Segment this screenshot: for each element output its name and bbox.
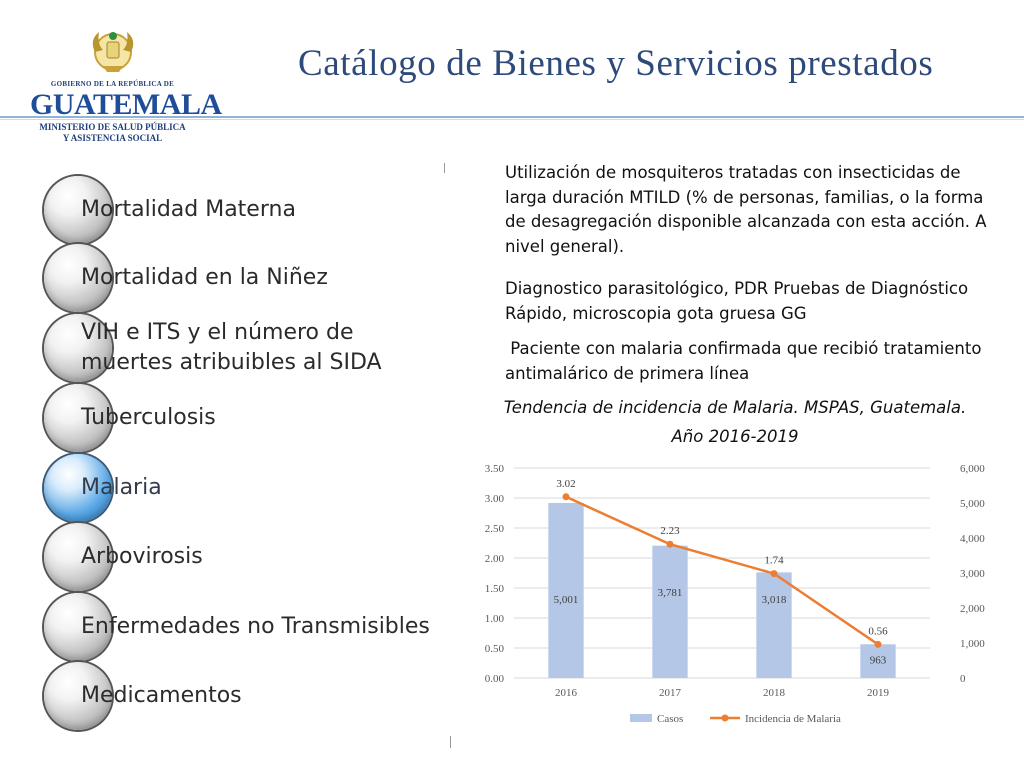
x-tick-label: 2016: [555, 687, 578, 699]
x-tick-label: 2018: [763, 687, 786, 699]
logo-country-text: GUATEMALA: [30, 88, 222, 121]
y-right-tick-label: 6,000: [960, 463, 985, 475]
divider-mark-top: [444, 163, 445, 173]
bar-casos: [756, 572, 792, 678]
header-divider: [0, 116, 1024, 118]
orb-icon: [44, 523, 112, 591]
line-point: [770, 570, 778, 578]
legend-marker-incidencia: [721, 714, 729, 722]
menu-item-label: Enfermedades no Transmisibles: [81, 614, 430, 639]
y-right-tick-label: 1,000: [960, 638, 985, 650]
bar-data-label: 3,018: [762, 594, 787, 606]
orb-icon: [44, 662, 112, 730]
y-left-tick-label: 1.00: [485, 613, 505, 625]
menu-item-label: Mortalidad Materna: [81, 197, 296, 222]
bar-data-label: 963: [870, 654, 887, 666]
orb-icon-active: [44, 454, 112, 522]
orb-icon: [44, 314, 112, 382]
y-right-tick-label: 2,000: [960, 603, 985, 615]
x-tick-label: 2017: [659, 687, 682, 699]
y-left-tick-label: 2.00: [485, 553, 505, 565]
legend-label-casos: Casos: [657, 713, 683, 725]
indicator-paragraph-1: Utilización de mosquiteros tratadas con …: [505, 163, 987, 256]
line-point: [874, 640, 882, 648]
menu-item-label: Medicamentos: [81, 683, 242, 708]
coat-of-arms-icon: [92, 32, 134, 72]
menu-item-label: Malaria: [81, 475, 162, 500]
line-data-label: 3.02: [556, 478, 575, 490]
menu-item-label: Arbovirosis: [81, 544, 203, 569]
chart-title-line1: Tendencia de incidencia de Malaria. MSPA…: [503, 398, 967, 417]
menu-item-label: Mortalidad en la Niñez: [81, 265, 328, 290]
line-data-label: 0.56: [868, 625, 888, 637]
orb-icon: [44, 593, 112, 661]
menu-item-label-line1: VIH e ITS y el número de: [81, 320, 354, 345]
y-right-tick-label: 5,000: [960, 498, 985, 510]
orb-icon: [44, 384, 112, 452]
menu-item-label-line2: muertes atribuibles al SIDA: [81, 350, 382, 375]
y-left-tick-label: 0.50: [485, 643, 505, 655]
indicator-paragraph-3: Paciente con malaria confirmada que reci…: [505, 339, 987, 383]
header-divider-thin: [0, 119, 1024, 120]
y-left-tick-label: 0.00: [485, 673, 505, 685]
y-right-tick-label: 4,000: [960, 533, 985, 545]
chart-title-line2: Año 2016-2019: [671, 427, 799, 446]
y-right-tick-label: 3,000: [960, 568, 985, 580]
legend-label-incidencia: Incidencia de Malaria: [745, 713, 841, 725]
y-left-tick-label: 3.00: [485, 493, 505, 505]
bar-casos: [548, 502, 584, 678]
bar-data-label: 5,001: [554, 594, 579, 606]
indicator-paragraph-2: Diagnostico parasitológico, PDR Pruebas …: [505, 279, 969, 323]
bar-data-label: 3,781: [658, 587, 683, 599]
bar-casos: [860, 644, 896, 678]
orb-icon: [44, 244, 112, 312]
orb-icon: [44, 176, 112, 244]
line-point: [562, 493, 570, 501]
government-logo: GOBIERNO DE LA REPÚBLICA DE GUATEMALA MI…: [30, 22, 222, 147]
logo-government-text: GOBIERNO DE LA REPÚBLICA DE: [50, 80, 175, 88]
line-data-label: 2.23: [660, 525, 680, 537]
bar-casos: [652, 545, 688, 678]
y-right-tick-label: 0: [960, 673, 966, 685]
line-data-label: 1.74: [764, 555, 784, 567]
x-tick-label: 2019: [867, 687, 890, 699]
menu-item-label: Tuberculosis: [81, 405, 216, 430]
line-incidencia: [565, 495, 879, 646]
logo-ministry-line2: Y ASISTENCIA SOCIAL: [62, 133, 163, 143]
y-left-tick-label: 1.50: [485, 583, 505, 595]
legend-swatch-casos: [630, 714, 652, 722]
y-left-tick-label: 3.50: [485, 463, 505, 475]
logo-ministry-line1: MINISTERIO DE SALUD PÚBLICA: [39, 122, 186, 132]
page-title: Catálogo de Bienes y Servicios prestados: [298, 43, 934, 84]
line-point: [666, 540, 674, 548]
menu-item-label: VIH e ITS y el número de muertes atribui…: [81, 314, 382, 382]
y-left-tick-label: 2.50: [485, 523, 505, 535]
malaria-incidence-chart: 0.00 0.50 1.00 1.50 2.00 2.50 3.00 3.50 0 1,000 2,…: [485, 463, 986, 725]
divider-mark-bottom: [450, 736, 451, 748]
